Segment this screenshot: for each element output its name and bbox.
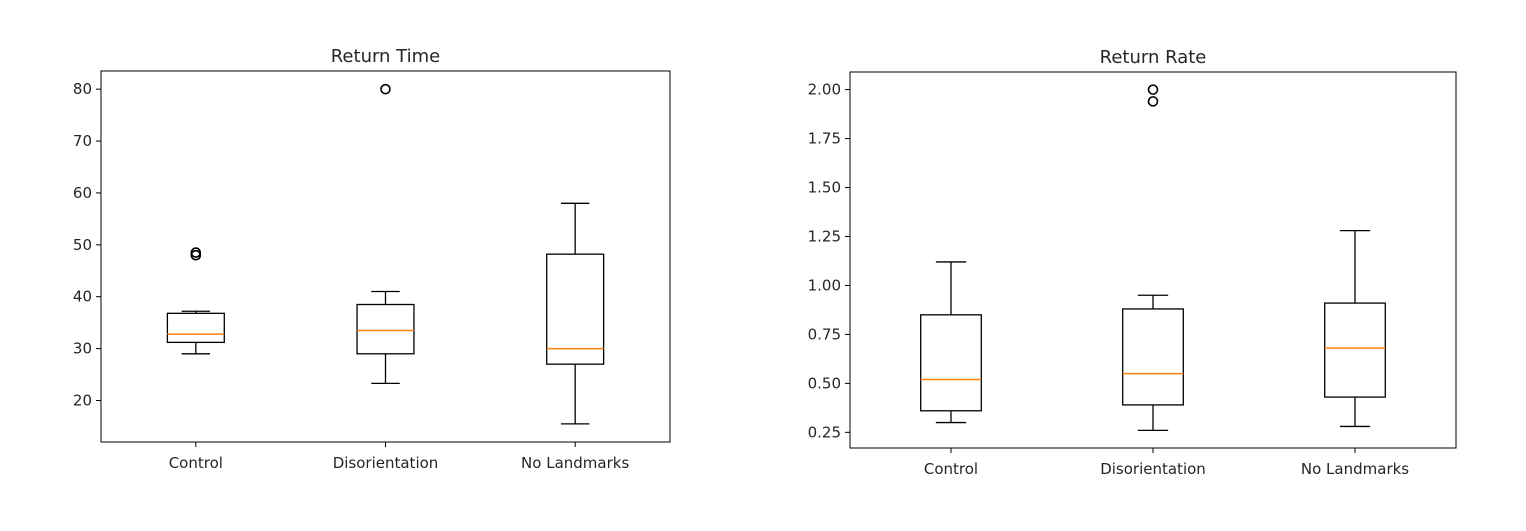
x-tick-label: Disorientation: [1100, 460, 1206, 478]
y-tick-label: 80: [73, 80, 92, 98]
box-disorientation: [356, 83, 415, 385]
outlier-point: [1147, 84, 1159, 95]
x-tick-label: No Landmarks: [1301, 460, 1409, 478]
x-tick-label: Control: [924, 460, 978, 478]
box-body: [1324, 302, 1386, 398]
box-control: [920, 261, 982, 424]
y-tick-label: 0.50: [808, 374, 841, 392]
chart-title: Return Time: [331, 46, 441, 67]
box-body: [356, 303, 415, 355]
chart-panel-2: Return Rate 0.25 0.50 0.75 1.00 1.25 1.50 1.75 2…: [808, 47, 1457, 478]
y-tick-label: 0.75: [808, 325, 841, 343]
y-tick-label: 1.25: [808, 228, 841, 246]
x-tick-label: No Landmarks: [521, 454, 629, 472]
box-disorientation: [1122, 84, 1184, 432]
y-tick-label: 40: [73, 288, 92, 306]
chart-panel-1: Return Time 20 30 40 50 60 70 80 Control Disorien…: [73, 46, 671, 472]
outlier-point: [380, 83, 391, 95]
y-tick-label: 1.00: [808, 276, 841, 294]
x-tick-label: Control: [169, 454, 223, 472]
y-tick-label: 20: [73, 391, 92, 409]
y-tick-label: 1.50: [808, 179, 841, 197]
box-no-landmarks: [546, 202, 605, 425]
box-no-landmarks: [1324, 229, 1386, 428]
y-tick-label: 50: [73, 236, 92, 254]
box-control: [166, 247, 225, 355]
box-body: [546, 253, 605, 365]
outlier-point: [1147, 96, 1159, 107]
outlier-point: [190, 247, 202, 258]
plot-frame: [100, 70, 671, 443]
y-tick-label: 2.00: [808, 81, 841, 99]
chart-title: Return Rate: [1100, 47, 1207, 68]
y-tick-label: 60: [73, 184, 92, 202]
y-tick-label: 1.75: [808, 130, 841, 148]
y-tick-label: 70: [73, 132, 92, 150]
box-body: [166, 312, 225, 344]
box-body: [920, 314, 982, 412]
plot-frame: [849, 71, 1457, 449]
x-tick-label: Disorientation: [333, 454, 439, 472]
y-tick-label: 30: [73, 340, 92, 358]
box-body: [1122, 308, 1184, 406]
y-tick-label: 0.25: [808, 423, 841, 441]
